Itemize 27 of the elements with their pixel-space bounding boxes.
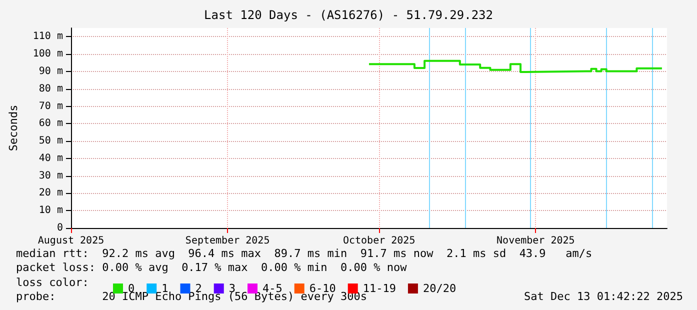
text: Sat Dec 13 01:42:22 2025 <box>524 290 684 303</box>
text: median rtt: 92.2 ms avg 96.4 ms max 89.7 ms min 91.7 ms now 2.1 ms sd 43.9 am/s <box>16 247 592 260</box>
y-tick-label: 110 m <box>32 31 63 42</box>
y-tick-label: 80 m <box>38 83 63 94</box>
y-tick-label: 60 m <box>38 118 63 130</box>
x-tick-label: November 2025 <box>496 236 575 246</box>
legend-label: 6-10 <box>309 282 336 295</box>
legend-label: 1 <box>162 282 168 295</box>
x-tick-label: September 2025 <box>185 236 270 246</box>
y-tick-label: 50 m <box>38 136 63 147</box>
y-tick-label: 10 m <box>38 205 63 216</box>
text: loss color: <box>16 276 89 289</box>
x-tick-label: August 2025 <box>38 236 104 246</box>
legend-label: 11-19 <box>362 282 396 295</box>
y-tick-label: 100 m <box>32 48 63 60</box>
y-tick-label: 40 m <box>38 152 63 164</box>
legend-label: 3 <box>228 282 236 295</box>
x-tick-label: October 2025 <box>342 236 416 246</box>
text: packet loss: 0.00 % avg 0.17 % max 0.00 % min 0.00 % now <box>16 261 408 274</box>
y-tick-label: 20 m <box>38 188 63 199</box>
chart-title: Last 120 Days - (AS16276) - 51.79.29.232 <box>204 8 493 22</box>
y-tick-label: 0 <box>56 222 63 234</box>
y-tick-label: 30 m <box>38 170 63 182</box>
legend-label: 20/20 <box>422 282 456 295</box>
y-tick-label: 70 m <box>38 100 63 112</box>
y-axis-title: Seconds <box>7 104 20 152</box>
y-tick-label: 90 m <box>38 66 63 77</box>
